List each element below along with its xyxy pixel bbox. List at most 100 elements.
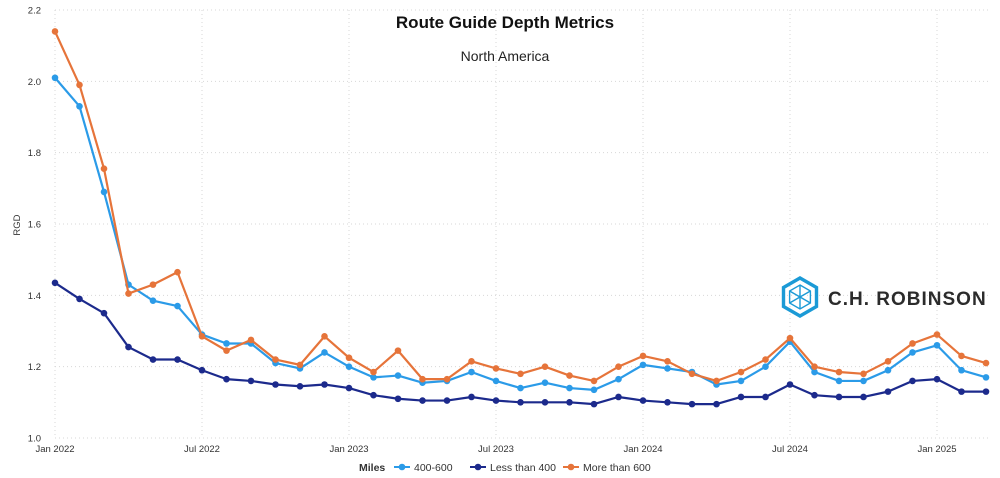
- data-point: [615, 375, 622, 383]
- legend: Miles 400-600 Less than 400 More than 600: [359, 462, 651, 474]
- data-point: [664, 399, 671, 406]
- data-point: [688, 400, 696, 408]
- data-point: [884, 358, 892, 365]
- x-tick-label: Jan 2023: [329, 444, 368, 455]
- data-point: [394, 372, 402, 379]
- series-layer: [51, 28, 990, 408]
- legend-marker: [474, 463, 482, 471]
- y-tick-label: 1.6: [28, 220, 41, 231]
- data-point: [468, 368, 475, 376]
- data-point: [51, 279, 59, 287]
- series-1: [51, 279, 990, 408]
- data-point: [762, 356, 769, 363]
- data-point: [639, 352, 647, 360]
- data-point: [345, 354, 353, 362]
- data-point: [688, 370, 696, 378]
- axis-layer: 1.0 1.2 1.4 1.6 1.8 2.0 2.2 Jan 2022 Jul 2022 Jan…: [28, 6, 957, 456]
- data-point: [958, 388, 965, 395]
- data-point: [933, 375, 941, 383]
- data-point: [590, 386, 598, 394]
- y-tick-label: 1.8: [28, 148, 41, 159]
- data-point: [272, 381, 279, 388]
- data-point: [811, 368, 818, 376]
- data-point: [664, 365, 671, 372]
- data-point: [443, 375, 451, 383]
- data-point: [982, 388, 990, 395]
- data-point: [884, 366, 892, 374]
- series-line: [53, 30, 987, 383]
- data-point: [223, 340, 230, 347]
- data-point: [174, 268, 181, 276]
- data-point: [492, 377, 500, 385]
- y-tick-label: 2.0: [28, 77, 41, 88]
- chart-subtitle: North America: [461, 48, 550, 64]
- data-point: [321, 349, 328, 356]
- data-point: [933, 331, 941, 338]
- series-0: [51, 74, 990, 394]
- data-point: [615, 363, 622, 370]
- data-point: [835, 368, 843, 376]
- data-point: [811, 391, 818, 399]
- data-point: [786, 334, 794, 342]
- hexagon-logo-icon: [781, 276, 819, 318]
- data-point: [247, 336, 255, 344]
- data-point: [835, 377, 843, 385]
- legend-marker: [567, 463, 575, 471]
- data-point: [982, 374, 990, 381]
- data-point: [468, 358, 475, 365]
- data-point: [149, 356, 157, 363]
- data-point: [149, 297, 157, 304]
- y-tick-label: 1.2: [28, 362, 41, 373]
- data-point: [394, 347, 402, 354]
- data-point: [198, 366, 206, 374]
- data-point: [125, 343, 132, 351]
- data-point: [541, 363, 549, 370]
- data-point: [517, 384, 524, 392]
- data-point: [958, 366, 965, 374]
- data-point: [566, 384, 573, 392]
- legend-label: 400-600: [414, 462, 453, 474]
- data-point: [737, 368, 745, 376]
- x-tick-label: Jan 2024: [623, 444, 662, 455]
- data-point: [76, 103, 83, 110]
- data-point: [566, 372, 573, 379]
- data-point: [174, 302, 181, 310]
- data-point: [762, 393, 769, 401]
- data-point: [860, 377, 867, 385]
- data-point: [419, 375, 426, 383]
- data-point: [76, 81, 83, 89]
- data-point: [982, 359, 990, 367]
- data-point: [835, 393, 843, 401]
- data-point: [762, 363, 769, 370]
- data-point: [615, 393, 622, 401]
- data-point: [76, 295, 83, 303]
- data-point: [51, 74, 59, 82]
- data-point: [541, 399, 549, 406]
- data-point: [149, 281, 157, 288]
- data-point: [664, 358, 671, 365]
- x-tick-label: Jan 2025: [917, 444, 956, 455]
- data-point: [639, 397, 647, 404]
- data-point: [517, 370, 524, 378]
- data-point: [370, 374, 377, 381]
- data-point: [860, 370, 867, 378]
- data-point: [909, 377, 916, 385]
- data-point: [100, 188, 108, 196]
- data-point: [247, 377, 255, 385]
- data-point: [737, 377, 745, 385]
- y-axis-label: RGD: [12, 214, 23, 235]
- data-point: [198, 333, 206, 340]
- data-point: [860, 393, 867, 401]
- series-2: [51, 28, 990, 385]
- legend-title: Miles: [359, 462, 385, 474]
- data-point: [345, 384, 353, 392]
- data-point: [909, 340, 916, 347]
- legend-label: More than 600: [583, 462, 651, 474]
- data-point: [345, 363, 353, 370]
- data-point: [468, 393, 475, 401]
- data-point: [737, 393, 745, 401]
- legend-marker: [398, 463, 406, 471]
- data-point: [296, 382, 304, 390]
- data-point: [884, 388, 892, 395]
